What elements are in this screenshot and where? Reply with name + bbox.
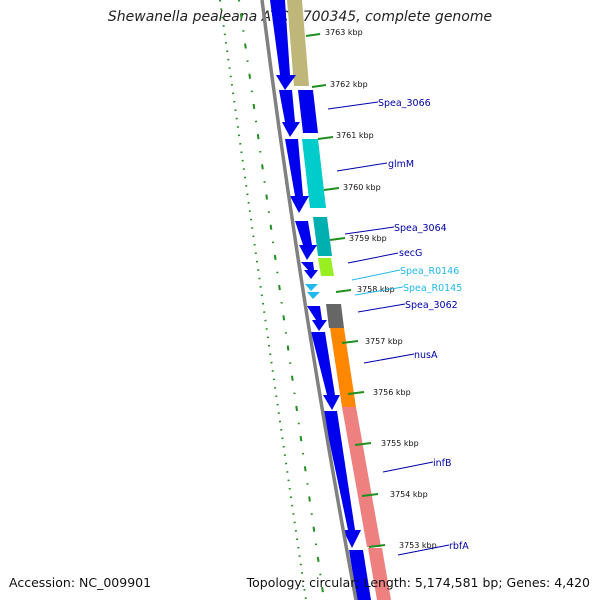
tick-label-3756: 3756 kbp	[373, 388, 411, 397]
gene-label-spea-r0146[interactable]: Spea_R0146	[400, 266, 459, 277]
gene-glmm-arrow[interactable]	[285, 139, 309, 213]
gene-infb-cog[interactable]	[342, 407, 381, 547]
feature-upper-cog[interactable]	[287, 0, 309, 86]
gene-label-secg[interactable]: secG	[399, 248, 422, 259]
gene-label-glmm[interactable]: glmM	[388, 159, 414, 170]
feature-upper-arrow[interactable]	[270, 0, 296, 90]
tick-label-3755: 3755 kbp	[381, 439, 419, 448]
tick-label-3754: 3754 kbp	[390, 490, 428, 499]
scale-ticks	[305, 33, 386, 548]
gene-label-rbfa[interactable]: rbfA	[449, 541, 469, 552]
gene-label-spea3064[interactable]: Spea_3064	[394, 223, 447, 234]
genome-summary: Topology: circular; Length: 5,174,581 bp…	[246, 575, 590, 590]
gene-label-infb[interactable]: infB	[433, 458, 452, 469]
gene-spea3064-cog[interactable]	[313, 217, 332, 256]
gene-glmm-cog[interactable]	[302, 139, 326, 208]
gene-nusa-cog[interactable]	[330, 328, 356, 407]
gene-nusa-arrow[interactable]	[311, 332, 340, 410]
gene-infb-arrow[interactable]	[323, 411, 361, 548]
trna-spea-r0146-arrow[interactable]	[305, 284, 318, 291]
tick-label-3759: 3759 kbp	[349, 234, 387, 243]
tick-label-3760: 3760 kbp	[343, 183, 381, 192]
gene-spea3062-cog[interactable]	[326, 304, 344, 328]
accession-label: Accession: NC_009901	[9, 575, 152, 590]
gene-spea3062-arrow[interactable]	[307, 306, 327, 331]
label-leaders	[327, 101, 450, 556]
gene-spea3064-arrow[interactable]	[295, 221, 317, 260]
tick-label-3753: 3753 kbp	[399, 541, 437, 550]
gene-label-spea3062[interactable]: Spea_3062	[405, 300, 458, 311]
tick-label-3757: 3757 kbp	[365, 337, 403, 346]
gene-label-nusa[interactable]: nusA	[414, 350, 438, 361]
gene-label-spea-r0145[interactable]: Spea_R0145	[403, 283, 462, 294]
gc-content-track	[219, 0, 307, 600]
gene-rbfa-cog[interactable]	[368, 548, 391, 600]
tick-label-3762: 3762 kbp	[330, 80, 368, 89]
gene-secg-arrow[interactable]	[301, 262, 318, 279]
gene-spea3066-cog[interactable]	[298, 90, 318, 133]
gene-spea3066-arrow[interactable]	[279, 90, 300, 137]
tick-label-3761: 3761 kbp	[336, 131, 374, 140]
tick-label-3763: 3763 kbp	[325, 28, 363, 37]
gene-secg-cog[interactable]	[318, 258, 334, 276]
trna-spea-r0145-arrow[interactable]	[307, 292, 320, 299]
genome-backbone	[260, 0, 358, 600]
tick-label-3758: 3758 kbp	[357, 285, 395, 294]
gene-label-spea3066[interactable]: Spea_3066	[378, 98, 431, 109]
gene-rbfa-arrow[interactable]	[349, 550, 371, 600]
